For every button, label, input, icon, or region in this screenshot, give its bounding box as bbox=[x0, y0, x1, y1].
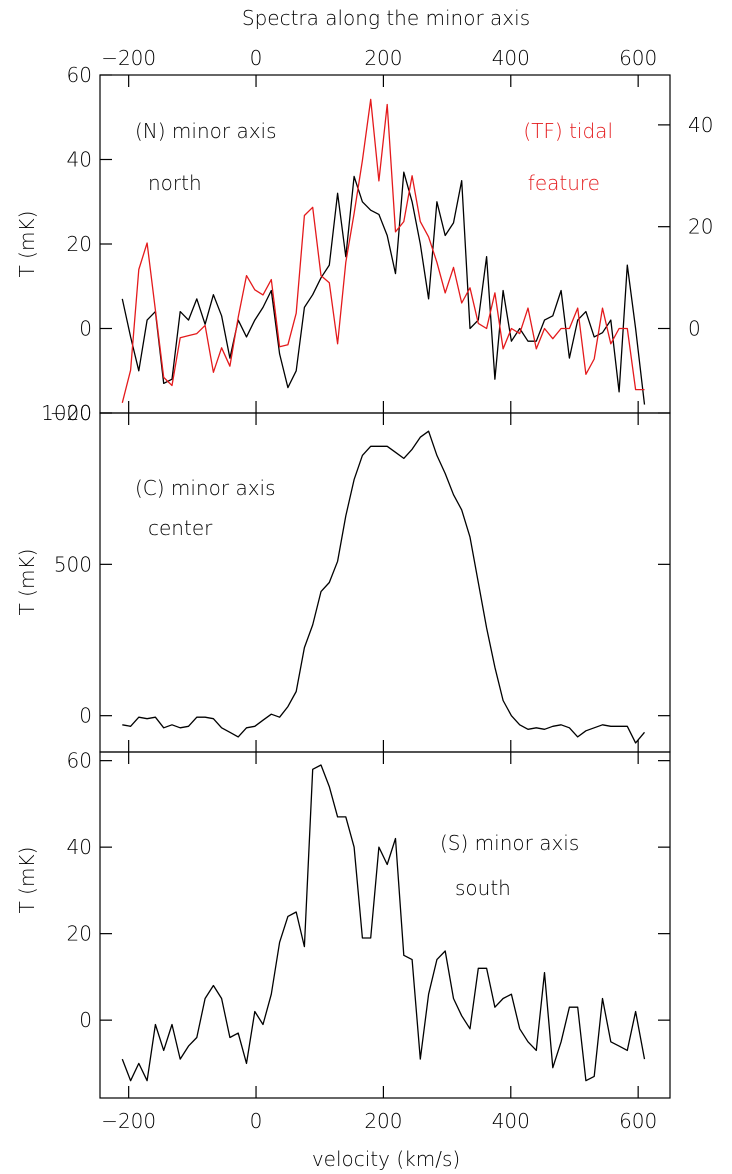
y-tick-label: 0 bbox=[79, 1008, 92, 1032]
x-tick-label-top: 200 bbox=[364, 46, 402, 70]
panel-annotation: feature bbox=[528, 171, 600, 195]
y-tick-label: 60 bbox=[67, 749, 92, 773]
y-axis-label: T (mK) bbox=[15, 847, 39, 914]
panel-annotation: south bbox=[455, 876, 511, 900]
y-tick-label: 1000 bbox=[41, 401, 92, 425]
figure-title: Spectra along the minor axis bbox=[242, 6, 530, 30]
y-axis-label: T (mK) bbox=[15, 211, 39, 278]
x-tick-label: 600 bbox=[619, 1109, 657, 1133]
series-line-0 bbox=[121, 764, 646, 1082]
series-line-0 bbox=[121, 171, 646, 405]
y-tick-label: 40 bbox=[67, 148, 92, 172]
x-tick-label: 200 bbox=[364, 1109, 402, 1133]
panel-frame bbox=[99, 412, 671, 753]
right-y-tick-label: 0 bbox=[688, 317, 701, 341]
series-line-1 bbox=[121, 98, 645, 403]
y-tick-label: 60 bbox=[67, 63, 92, 87]
series-line-0 bbox=[122, 430, 645, 744]
south-panel: −200 0 200 400 600 0 20 40 60 T (mK) (S) minor axi… bbox=[15, 749, 671, 1133]
x-axis-label: velocity (km/s) bbox=[312, 1147, 460, 1171]
panel-annotation: (C) minor axis bbox=[135, 476, 276, 500]
y-tick-label: 20 bbox=[67, 232, 92, 256]
y-tick-label: 500 bbox=[54, 552, 92, 576]
panel-annotation: (N) minor axis bbox=[135, 119, 277, 143]
x-tick-label-top: −200 bbox=[101, 46, 156, 70]
y-tick-label: 20 bbox=[67, 922, 92, 946]
x-tick-label-top: 600 bbox=[619, 46, 657, 70]
y-tick-label: 0 bbox=[79, 704, 92, 728]
x-tick-label-top: 400 bbox=[492, 46, 530, 70]
panel-annotation: (S) minor axis bbox=[440, 831, 579, 855]
x-tick-label: 400 bbox=[492, 1109, 530, 1133]
center-panel: 0 500 1000 T (mK) (C) minor axis center bbox=[15, 401, 671, 753]
x-tick-label: 0 bbox=[250, 1109, 263, 1133]
panel-annotation: north bbox=[148, 171, 202, 195]
x-tick-label-top: 0 bbox=[250, 46, 263, 70]
y-tick-label: −20 bbox=[50, 401, 92, 425]
panel-frame bbox=[99, 751, 671, 1099]
y-axis-label: T (mK) bbox=[15, 549, 39, 616]
y-tick-label: 40 bbox=[67, 835, 92, 859]
panel-annotation: center bbox=[148, 516, 213, 540]
x-tick-label: −200 bbox=[101, 1109, 156, 1133]
right-y-tick-label: 40 bbox=[688, 113, 713, 137]
panel-annotation: (TF) tidal bbox=[523, 119, 613, 143]
right-y-tick-label: 20 bbox=[688, 215, 713, 239]
y-tick-label: 0 bbox=[79, 317, 92, 341]
